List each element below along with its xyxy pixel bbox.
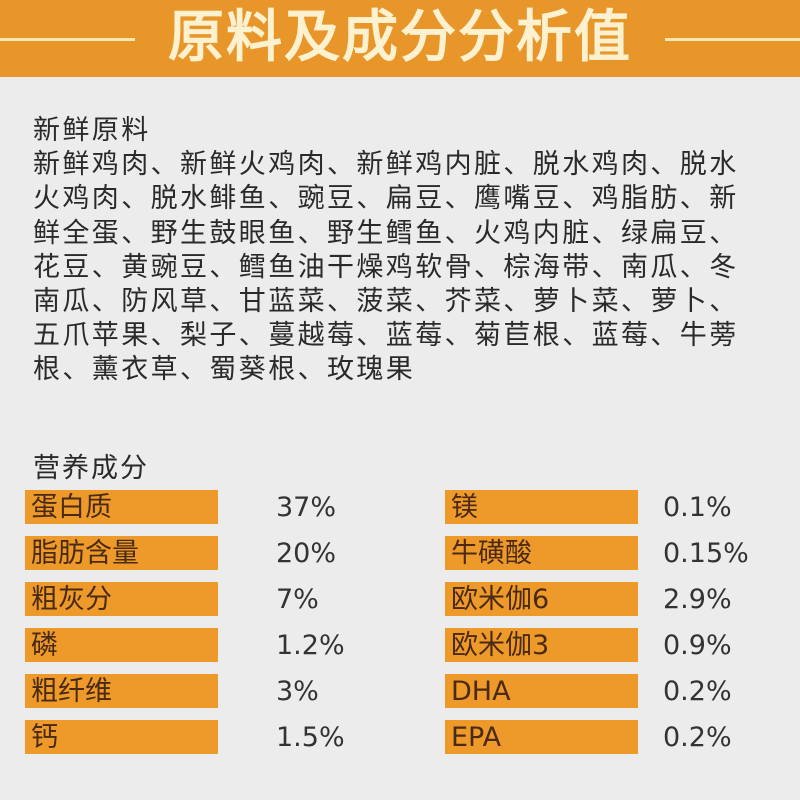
nutrient-label: 粗纤维 [25,674,218,708]
nutrient-value: 3% [276,676,319,707]
ingredients-section: 新鲜原料 新鲜鸡肉、新鲜火鸡肉、新鲜鸡内脏、脱水鸡肉、脱水 火鸡肉、脱水鲱鱼、豌… [33,114,739,388]
nutrient-value: 20% [276,538,337,569]
header-banner: 原料及成分分析值 [0,0,800,77]
nutrient-value: 0.2% [663,722,732,753]
nutrient-value: 2.9% [663,584,732,615]
nutrition-heading: 营养成分 [33,453,149,484]
ingredients-line: 新鲜鸡肉、新鲜火鸡肉、新鲜鸡内脏、脱水鸡肉、脱水 [33,149,739,181]
nutrient-label: 钙 [25,720,218,754]
nutrient-value: 1.5% [276,722,345,753]
decorative-line-left [0,38,135,41]
nutrient-value: 37% [276,492,337,523]
nutrient-label: 欧米伽6 [445,582,638,616]
ingredients-heading: 新鲜原料 [33,115,151,146]
ingredients-line: 火鸡肉、脱水鲱鱼、豌豆、扁豆、鹰嘴豆、鸡脂肪、新 [33,183,739,215]
nutrient-label: 粗灰分 [25,582,218,616]
nutrient-label: 欧米伽3 [445,628,638,662]
ingredients-line: 南瓜、防风草、甘蓝菜、菠菜、芥菜、萝卜菜、萝卜、 [33,286,739,318]
nutrient-label: 镁 [445,490,638,524]
ingredients-line: 五爪苹果、梨子、蔓越莓、蓝莓、菊苣根、蓝莓、牛蒡 [33,320,739,352]
nutrient-value: 1.2% [276,630,345,661]
decorative-line-right [665,38,800,41]
nutrient-label: 蛋白质 [25,490,218,524]
nutrient-value: 7% [276,584,319,615]
nutrient-label: EPA [445,720,638,754]
page-title: 原料及成分分析值 [168,5,632,70]
ingredients-line: 鲜全蛋、野生鼓眼鱼、野生鳕鱼、火鸡内脏、绿扁豆、 [33,217,739,249]
nutrient-label: 磷 [25,628,218,662]
nutrient-label: DHA [445,674,638,708]
nutrient-label: 牛磺酸 [445,536,638,570]
nutrient-value: 0.1% [663,492,732,523]
ingredients-line: 花豆、黄豌豆、鳕鱼油干燥鸡软骨、棕海带、南瓜、冬 [33,251,739,283]
nutrient-value: 0.15% [663,538,749,569]
ingredients-line: 根、薰衣草、蜀葵根、玫瑰果 [33,354,416,386]
nutrient-label: 脂肪含量 [25,536,218,570]
nutrient-value: 0.2% [663,676,732,707]
nutrient-value: 0.9% [663,630,732,661]
